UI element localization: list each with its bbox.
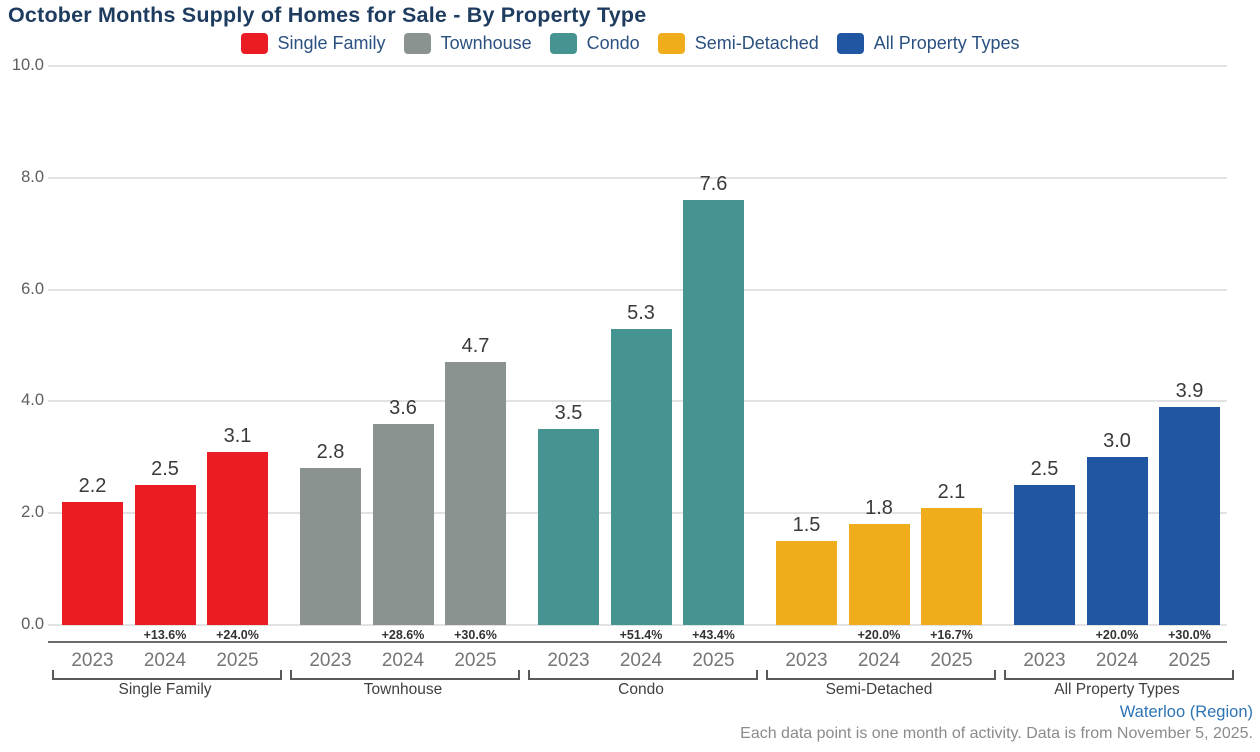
bar-value-label: 7.6 [699,173,728,196]
year-label: 2024 [857,650,901,671]
bar-townhouse-2023 [300,468,361,625]
bar-townhouse-2024 [372,423,434,625]
year-label: 2023 [785,650,828,671]
legend-item-townhouse[interactable]: Townhouse [403,33,532,54]
group-label-condo: Condo [618,681,664,698]
bar-value-label: 2.5 [1030,458,1059,481]
year-label: 2025 [930,650,973,671]
legend-item-semi-detached[interactable]: Semi-Detached [657,33,819,54]
group-label-all-property-types: All Property Types [1054,681,1180,698]
bar-value-label: 2.5 [151,458,179,481]
pct-change-label: +20.0% [1095,628,1139,642]
group-label-semi-detached: Semi-Detached [825,681,933,698]
bar-value-label: 2.1 [937,480,966,503]
x-axis-line [48,641,1227,643]
legend-label: Condo [586,33,640,53]
bar-semi-detached-2025 [921,507,982,625]
year-label: 2025 [216,650,259,671]
bar-value-label: 2.2 [78,475,107,498]
legend-label: Single Family [277,33,386,53]
pct-change-label: +16.7% [930,628,973,642]
pct-change-label: +28.6% [381,628,425,642]
bar-value-label: 4.7 [461,335,490,358]
legend: Single Family Townhouse Condo Semi-Detached… [0,33,1260,54]
y-axis-tick-label: 10.0 [11,56,44,74]
y-axis-tick-label: 4.0 [21,391,44,410]
pct-change-label: +43.4% [692,628,735,642]
bar-single-family-2025 [207,451,268,625]
year-label: 2024 [1095,650,1139,671]
legend-swatch [549,33,577,54]
chart-title: October Months Supply of Homes for Sale … [8,3,647,27]
group-label-townhouse: Townhouse [363,681,443,698]
y-axis-tick-label: 2.0 [21,503,44,522]
year-label: 2025 [454,650,497,671]
gridline [48,288,1227,291]
legend-label: Townhouse [440,33,532,53]
bar-value-label: 1.5 [792,514,821,537]
year-label: 2023 [71,650,114,671]
year-label: 2024 [143,650,187,671]
legend-label: All Property Types [873,33,1020,53]
gridline [48,176,1227,179]
bar-semi-detached-2023 [776,541,837,625]
region-link[interactable]: Waterloo (Region) [1119,703,1253,721]
legend-item-single-family[interactable]: Single Family [240,33,386,54]
legend-label: Semi-Detached [694,33,819,53]
year-label: 2023 [309,650,352,671]
gridline [48,65,1227,67]
bar-condo-2025 [683,200,744,625]
bar-semi-detached-2024 [848,524,910,625]
year-label: 2025 [692,650,735,671]
pct-change-label: +13.6% [143,628,187,642]
bar-value-label: 3.9 [1175,379,1204,402]
legend-swatch [836,33,864,54]
year-label: 2024 [619,650,663,671]
bar-all-property-types-2024 [1086,457,1148,625]
year-label: 2025 [1168,650,1211,671]
group-bracket [1004,670,1234,680]
pct-change-label: +20.0% [857,628,901,642]
bar-value-label: 3.5 [554,402,583,425]
group-bracket [52,670,282,680]
y-axis-tick-label: 6.0 [21,279,44,298]
bar-value-label: 1.8 [865,497,893,520]
group-label-single-family: Single Family [118,681,212,698]
pct-change-label: +30.0% [1168,628,1211,642]
legend-item-condo[interactable]: Condo [549,33,640,54]
bar-townhouse-2025 [445,362,506,625]
pct-change-label: +51.4% [619,628,663,642]
bar-value-label: 3.1 [223,424,252,447]
bar-value-label: 3.6 [389,396,417,419]
y-axis-tick-label: 8.0 [21,167,44,186]
year-label: 2023 [547,650,590,671]
bar-value-label: 5.3 [627,301,655,324]
year-label: 2023 [1023,650,1066,671]
bar-condo-2023 [538,429,599,625]
bar-single-family-2023 [62,502,123,625]
year-label: 2024 [381,650,425,671]
bar-all-property-types-2025 [1159,406,1220,625]
y-axis-tick-label: 0.0 [21,615,44,633]
footnote: Each data point is one month of activity… [740,725,1253,742]
pct-change-label: +24.0% [216,628,259,642]
legend-item-all-property-types[interactable]: All Property Types [836,33,1020,54]
bar-all-property-types-2023 [1014,485,1075,625]
pct-change-label: +30.6% [454,628,497,642]
legend-swatch [240,33,268,54]
legend-swatch [403,33,431,54]
bar-value-label: 2.8 [316,441,345,464]
group-bracket [766,670,996,680]
legend-swatch [657,33,685,54]
bar-value-label: 3.0 [1103,430,1131,453]
group-bracket [528,670,758,680]
gridline [48,624,1227,626]
bar-condo-2024 [610,328,672,625]
bar-single-family-2024 [134,485,196,625]
group-bracket [290,670,520,680]
